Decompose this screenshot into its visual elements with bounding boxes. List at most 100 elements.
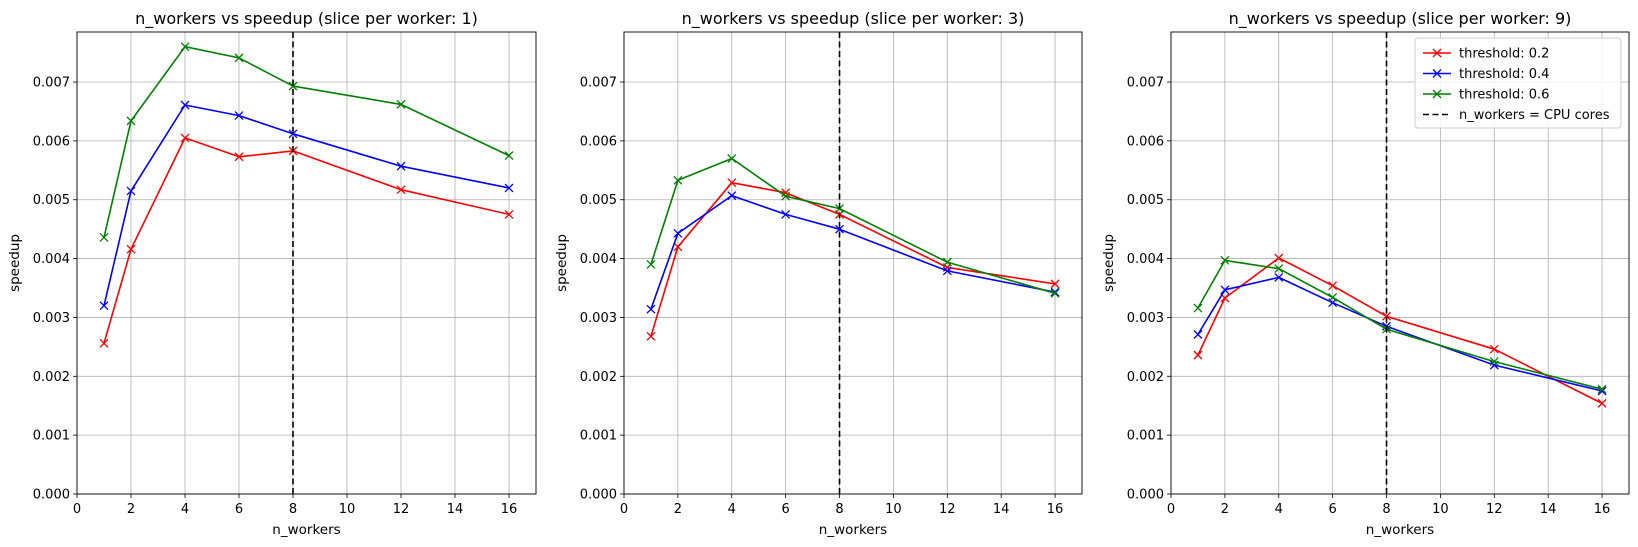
x-tick-label: 12 (1486, 502, 1503, 517)
x-tick-label: 14 (993, 502, 1010, 517)
data-point (1328, 292, 1338, 302)
data-point (727, 191, 737, 201)
x-tick-label: 0 (73, 502, 81, 517)
y-tick-label: 0.000 (580, 488, 617, 503)
y-tick-label: 0.005 (1127, 193, 1164, 208)
data-point (1597, 384, 1607, 394)
series-line-1 (650, 181, 1056, 337)
y-tick-label: 0.000 (1127, 488, 1164, 503)
data-point (234, 111, 244, 121)
data-point (1382, 321, 1391, 331)
x-tick-label: 0 (620, 502, 628, 517)
x-tick-label: 8 (1382, 502, 1390, 517)
legend-marker (1432, 48, 1442, 58)
data-point (673, 242, 683, 252)
data-point (126, 186, 136, 196)
y-tick-label: 0.000 (33, 488, 70, 503)
data-point (1220, 255, 1230, 265)
chart-panel-3: 0 2 4 6 8 10 12 14 16 0.000 0.001 0.002 0.003 0.004 0.… (1101, 9, 1630, 538)
x-tick-label: 16 (1594, 502, 1611, 517)
y-tick-label: 0.001 (580, 429, 617, 444)
data-point (646, 331, 656, 341)
data-point (99, 232, 109, 242)
data-point (781, 209, 791, 219)
y-tick-label: 0.004 (33, 252, 70, 267)
x-tick-label: 6 (235, 502, 243, 517)
y-axis-label: speedup (7, 234, 23, 292)
data-point (504, 209, 514, 219)
data-point (1597, 398, 1607, 408)
data-point (1220, 285, 1230, 295)
x-tick-label: 8 (835, 502, 843, 517)
x-tick-label: 4 (181, 502, 189, 517)
chart-panel-2: 0 2 4 6 8 10 12 14 16 0.000 0.001 0.002 0.003 0.004 0.… (554, 9, 1083, 538)
data-point (727, 154, 737, 163)
data-point (1193, 350, 1203, 360)
data-point (942, 257, 952, 267)
chart-title: n_workers vs speedup (slice per worker: … (135, 9, 478, 29)
y-axis-label: speedup (554, 234, 570, 292)
y-tick-label: 0.006 (580, 134, 617, 149)
x-tick-label: 14 (447, 502, 464, 517)
series-line-3 (103, 45, 510, 238)
data-point (504, 151, 514, 161)
chart-title: n_workers vs speedup (slice per worker: … (682, 9, 1025, 29)
y-tick-label: 0.003 (1127, 311, 1164, 326)
x-tick-label: 2 (674, 502, 682, 517)
y-tick-label: 0.002 (1127, 370, 1164, 385)
data-point (1382, 311, 1391, 321)
series-line-2 (650, 194, 1056, 310)
y-tick-label: 0.001 (1127, 429, 1164, 444)
x-tick-label: 8 (289, 502, 297, 517)
data-point (288, 81, 298, 91)
data-point (396, 99, 406, 109)
series-line-3 (1197, 259, 1603, 390)
data-point (180, 133, 190, 143)
y-tick-label: 0.006 (33, 134, 70, 149)
data-point (126, 244, 136, 254)
x-tick-label: 10 (339, 502, 356, 517)
data-point (781, 191, 791, 201)
data-point (1050, 287, 1060, 297)
y-tick-label: 0.005 (33, 193, 70, 208)
y-tick-label: 0.007 (33, 76, 70, 91)
data-point (288, 129, 298, 139)
x-tick-label: 16 (1047, 502, 1064, 517)
plot-frame (623, 31, 1083, 495)
series-line-2 (103, 104, 510, 306)
data-point (1193, 330, 1203, 339)
data-point (1050, 288, 1060, 298)
data-point (673, 228, 683, 238)
x-axis-label: n_workers (1366, 522, 1434, 538)
y-tick-label: 0.004 (1127, 252, 1164, 267)
y-tick-label: 0.004 (580, 252, 617, 267)
data-point (727, 178, 737, 188)
x-tick-label: 4 (728, 502, 736, 517)
chart-panel-1: 0 2 4 6 8 10 12 14 16 0.000 0.001 0.002 0.003 0.004 0.… (7, 9, 537, 538)
x-tick-label: 4 (1275, 502, 1283, 517)
x-tick-label: 6 (782, 502, 790, 517)
y-tick-label: 0.002 (33, 370, 70, 385)
data-point (1274, 264, 1284, 274)
y-tick-label: 0.005 (580, 193, 617, 208)
data-point (180, 100, 190, 110)
legend-label: threshold: 0.2 (1459, 47, 1549, 62)
legend-marker (1432, 89, 1442, 99)
x-tick-label: 14 (1540, 502, 1557, 517)
x-tick-label: 10 (1432, 502, 1449, 517)
data-point (1328, 281, 1338, 291)
y-tick-label: 0.007 (580, 76, 617, 91)
y-tick-label: 0.006 (1127, 134, 1164, 149)
data-point (646, 260, 656, 269)
legend-label: n_workers = CPU cores (1459, 108, 1610, 123)
x-tick-label: 2 (127, 502, 135, 517)
legend-label: threshold: 0.4 (1459, 67, 1549, 82)
x-tick-label: 6 (1329, 502, 1337, 517)
data-point (99, 301, 109, 311)
y-tick-label: 0.003 (33, 311, 70, 326)
data-point (646, 304, 656, 314)
data-point (180, 42, 190, 52)
data-point (1274, 272, 1284, 282)
y-tick-label: 0.001 (33, 429, 70, 444)
